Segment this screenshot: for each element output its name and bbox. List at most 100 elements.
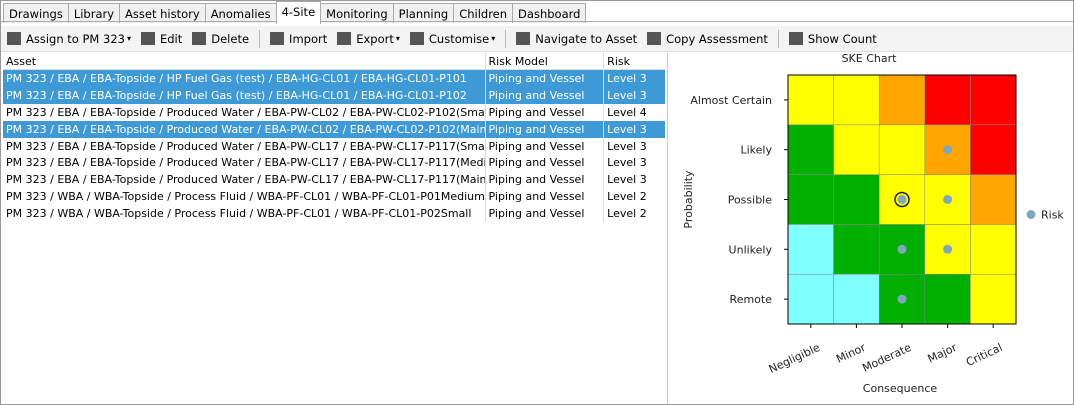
table-cell: Level 4: [603, 103, 665, 121]
button-label: Delete: [211, 31, 250, 46]
table-row[interactable]: PM 323 / EBA / EBA-Topside / Produced Wa…: [3, 120, 665, 138]
tab[interactable]: 4-Site: [275, 1, 322, 24]
tab[interactable]: Asset history: [119, 3, 206, 23]
risk-point: [943, 195, 953, 204]
tab[interactable]: Drawings: [3, 3, 69, 23]
table-cell: Level 3: [603, 171, 665, 189]
table-cell: Piping and Vessel: [484, 70, 604, 87]
toolbar-button[interactable]: Copy Assessment: [647, 32, 768, 46]
table-row[interactable]: PM 323 / EBA / EBA-Topside / HP Fuel Gas…: [3, 86, 665, 104]
button-icon: [647, 32, 662, 45]
risk-cell: [787, 273, 834, 325]
x-tick-label: Critical: [964, 341, 1004, 369]
table-cell: Level 3: [603, 120, 665, 138]
tab[interactable]: Dashboard: [512, 3, 587, 23]
table-row[interactable]: PM 323 / WBA / WBA-Topside / Process Flu…: [3, 205, 665, 223]
table-header: Asset Risk Model Risk: [3, 53, 665, 70]
table-cell: Piping and Vessel: [484, 154, 604, 172]
tab[interactable]: Planning: [392, 3, 455, 23]
toolbar-button[interactable]: Assign to PM 323 ▾: [7, 32, 131, 46]
y-tick-label: Unlikely: [729, 243, 773, 256]
risk-cell: [878, 74, 926, 126]
column-header[interactable]: Asset: [6, 54, 37, 68]
separator: [505, 29, 507, 48]
table-row[interactable]: PM 323 / EBA / EBA-Topside / Produced Wa…: [3, 103, 665, 121]
separator: [777, 29, 779, 48]
dropdown-arrow: ▾: [126, 34, 131, 43]
table-row[interactable]: PM 323 / EBA / EBA-Topside / Produced Wa…: [3, 154, 665, 172]
toolbar-button[interactable]: Customise ▾: [409, 32, 495, 46]
button-label: Export: [356, 31, 394, 46]
table-row[interactable]: PM 323 / EBA / EBA-Topside / Produced Wa…: [3, 137, 665, 155]
toolbar-button[interactable]: Navigate to Asset: [516, 32, 637, 46]
risk-cell: [787, 224, 834, 275]
table-cell: Level 2: [603, 188, 665, 206]
button-icon: [7, 32, 21, 45]
asset-table: Asset Risk Model Risk PM 323 / EBA / EBA-To…: [3, 53, 665, 223]
table-cell: PM 323 / EBA / EBA-Topside / Produced Wa…: [6, 156, 485, 170]
tab[interactable]: Monitoring: [320, 3, 394, 23]
x-tick-label: Major: [926, 341, 960, 366]
table-row[interactable]: PM 323 / EBA / EBA-Topside / HP Fuel Gas…: [3, 70, 665, 87]
tab[interactable]: Children: [453, 3, 514, 23]
y-tick-label: Possible: [728, 194, 773, 207]
table-cell: Piping and Vessel: [484, 171, 604, 189]
table-cell: PM 323 / WBA / WBA-Topside / Process Flu…: [6, 190, 485, 204]
y-tick-label: Likely: [741, 144, 773, 157]
tab-bar: Drawings Library Asset history Anomalies 4-S…: [1, 1, 587, 24]
table-cell: PM 323 / EBA / EBA-Topside / HP Fuel Gas…: [6, 71, 467, 85]
toolbar-button[interactable]: Export ▾: [337, 32, 400, 46]
x-tick-label: Moderate: [860, 341, 913, 375]
risk-cell: [970, 124, 1017, 175]
legend-marker: [1026, 210, 1036, 219]
risk-cell: [787, 174, 834, 225]
table-cell: Piping and Vessel: [484, 137, 604, 155]
risk-point: [897, 195, 907, 204]
table-cell: PM 323 / EBA / EBA-Topside / Produced Wa…: [6, 173, 485, 187]
tab[interactable]: Anomalies: [204, 3, 277, 23]
risk-cell: [924, 74, 971, 126]
toolbar-button[interactable]: Show Count: [788, 32, 877, 46]
table-cell: Level 3: [603, 86, 665, 104]
legend-label: Risk: [1041, 209, 1064, 222]
button-label: Edit: [159, 31, 183, 46]
table-cell: Piping and Vessel: [484, 188, 604, 206]
table-cell: PM 323 / EBA / EBA-Topside / Produced Wa…: [6, 139, 485, 153]
button-icon: [409, 32, 424, 45]
tab-line: [1, 21, 1073, 22]
risk-cell: [833, 224, 880, 275]
table-row[interactable]: PM 323 / WBA / WBA-Topside / Process Flu…: [3, 188, 665, 206]
table-cell: Piping and Vessel: [484, 205, 604, 223]
button-icon: [192, 32, 207, 45]
table-cell: Level 3: [603, 70, 665, 87]
button-label: Assign to PM 323: [26, 31, 125, 46]
button-label: Navigate to Asset: [535, 31, 638, 46]
table-cell: Piping and Vessel: [484, 103, 604, 121]
column-header[interactable]: Risk: [603, 53, 665, 69]
table-cell: Piping and Vessel: [484, 120, 604, 138]
button-label: Import: [289, 31, 328, 46]
table-cell: PM 323 / EBA / EBA-Topside / HP Fuel Gas…: [6, 88, 467, 102]
ske-chart: SKE Chart Remote Unlikely Possible Likely Alm…: [682, 52, 1064, 395]
risk-point: [897, 294, 907, 304]
toolbar-button[interactable]: Import: [270, 32, 327, 46]
button-label: Copy Assessment: [666, 31, 768, 46]
risk-point: [943, 244, 953, 254]
table-row[interactable]: PM 323 / EBA / EBA-Topside / Produced Wa…: [3, 171, 665, 189]
button-icon: [270, 32, 285, 45]
toolbar-button[interactable]: Delete: [192, 32, 249, 46]
toolbar-button[interactable]: Edit: [140, 31, 183, 46]
selection-ring: [894, 191, 910, 208]
y-axis-title: Probability: [682, 170, 695, 229]
risk-cell: [878, 124, 926, 175]
risk-point: [943, 145, 953, 155]
tab[interactable]: Library: [67, 3, 121, 23]
button-icon: [337, 32, 352, 45]
table-cell: PM 323 / WBA / WBA-Topside / Process Flu…: [6, 207, 472, 221]
risk-cell: [924, 273, 971, 325]
table-cell: Level 3: [603, 137, 665, 155]
table-cell: Piping and Vessel: [484, 86, 604, 104]
column-header[interactable]: Risk Model: [484, 53, 604, 69]
risk-cell: [787, 74, 834, 126]
